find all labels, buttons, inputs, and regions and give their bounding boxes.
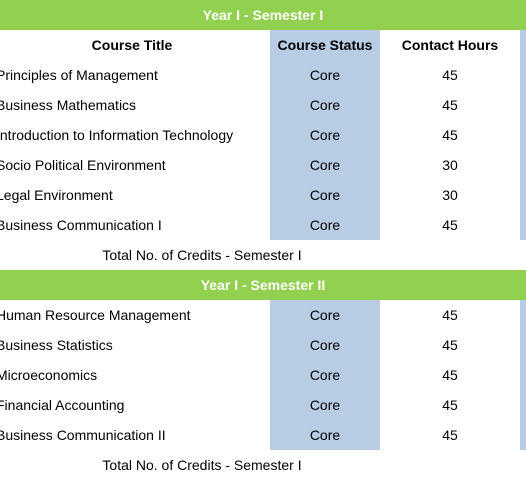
next-column-fill bbox=[520, 300, 526, 450]
course-title: Legal Environment bbox=[0, 187, 113, 203]
contact-hours: 45 bbox=[442, 397, 458, 413]
contact-hours: 45 bbox=[442, 337, 458, 353]
course-title: Business Communication I bbox=[0, 217, 162, 233]
total-label: Total No. of Credits - Semester I bbox=[102, 457, 302, 473]
course-status: Core bbox=[309, 307, 341, 323]
contact-hours: 45 bbox=[442, 97, 458, 113]
course-title: Socio Political Environment bbox=[0, 157, 166, 173]
course-status: Core bbox=[309, 127, 341, 143]
course-title: Business Mathematics bbox=[0, 97, 137, 113]
course-status: Core bbox=[309, 397, 341, 413]
header-course-title: Course Title bbox=[91, 37, 173, 53]
contact-hours: 45 bbox=[442, 127, 458, 143]
next-column-fill bbox=[520, 30, 526, 240]
course-title: Business Communication II bbox=[0, 427, 166, 443]
course-status: Core bbox=[309, 367, 341, 383]
course-title: Microeconomics bbox=[0, 367, 98, 383]
header-contact-hours: Contact Hours bbox=[401, 37, 499, 53]
course-status: Core bbox=[309, 157, 341, 173]
course-title: Financial Accounting bbox=[0, 397, 125, 413]
contact-hours: 45 bbox=[442, 217, 458, 233]
status-column-fill bbox=[270, 300, 380, 450]
course-status: Core bbox=[309, 337, 341, 353]
status-column-fill bbox=[270, 30, 380, 240]
course-status: Core bbox=[309, 97, 341, 113]
contact-hours: 45 bbox=[442, 427, 458, 443]
contact-hours: 30 bbox=[442, 187, 458, 203]
contact-hours: 45 bbox=[442, 307, 458, 323]
course-status: Core bbox=[309, 217, 341, 233]
section-title: Year I - Semester I bbox=[0, 0, 526, 30]
course-title: Introduction to Information Technology bbox=[0, 127, 234, 143]
section-title: Year I - Semester II bbox=[0, 270, 526, 300]
course-status: Core bbox=[309, 427, 341, 443]
course-status: Core bbox=[309, 187, 341, 203]
contact-hours: 30 bbox=[442, 157, 458, 173]
header-course-status: Course Status bbox=[277, 37, 373, 53]
course-title: Principles of Management bbox=[0, 67, 158, 83]
course-status: Core bbox=[309, 67, 341, 83]
course-title: Human Resource Management bbox=[0, 307, 191, 323]
total-label: Total No. of Credits - Semester I bbox=[102, 247, 302, 263]
course-title: Business Statistics bbox=[0, 337, 113, 353]
contact-hours: 45 bbox=[442, 67, 458, 83]
contact-hours: 45 bbox=[442, 367, 458, 383]
